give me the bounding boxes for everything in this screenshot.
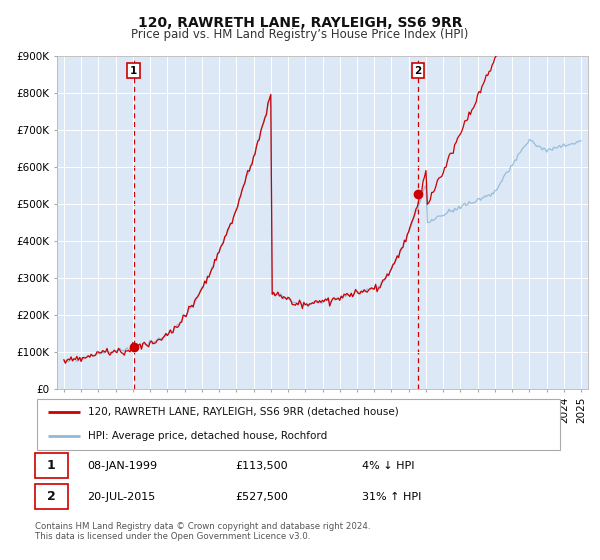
Text: 31% ↑ HPI: 31% ↑ HPI xyxy=(362,492,422,502)
Text: 120, RAWRETH LANE, RAYLEIGH, SS6 9RR: 120, RAWRETH LANE, RAYLEIGH, SS6 9RR xyxy=(138,16,462,30)
Text: 2: 2 xyxy=(415,66,422,76)
FancyBboxPatch shape xyxy=(35,484,68,508)
Text: Contains HM Land Registry data © Crown copyright and database right 2024.
This d: Contains HM Land Registry data © Crown c… xyxy=(35,522,370,542)
Text: 08-JAN-1999: 08-JAN-1999 xyxy=(88,461,158,470)
Text: £527,500: £527,500 xyxy=(235,492,289,502)
Text: 1: 1 xyxy=(130,66,137,76)
Text: HPI: Average price, detached house, Rochford: HPI: Average price, detached house, Roch… xyxy=(88,431,327,441)
Text: Price paid vs. HM Land Registry’s House Price Index (HPI): Price paid vs. HM Land Registry’s House … xyxy=(131,28,469,41)
Text: 120, RAWRETH LANE, RAYLEIGH, SS6 9RR (detached house): 120, RAWRETH LANE, RAYLEIGH, SS6 9RR (de… xyxy=(88,407,398,417)
FancyBboxPatch shape xyxy=(37,399,560,450)
FancyBboxPatch shape xyxy=(35,454,68,478)
Text: 1: 1 xyxy=(47,459,56,472)
Text: 4% ↓ HPI: 4% ↓ HPI xyxy=(362,461,415,470)
Text: 2: 2 xyxy=(47,490,56,503)
Text: 20-JUL-2015: 20-JUL-2015 xyxy=(88,492,156,502)
Text: £113,500: £113,500 xyxy=(235,461,288,470)
